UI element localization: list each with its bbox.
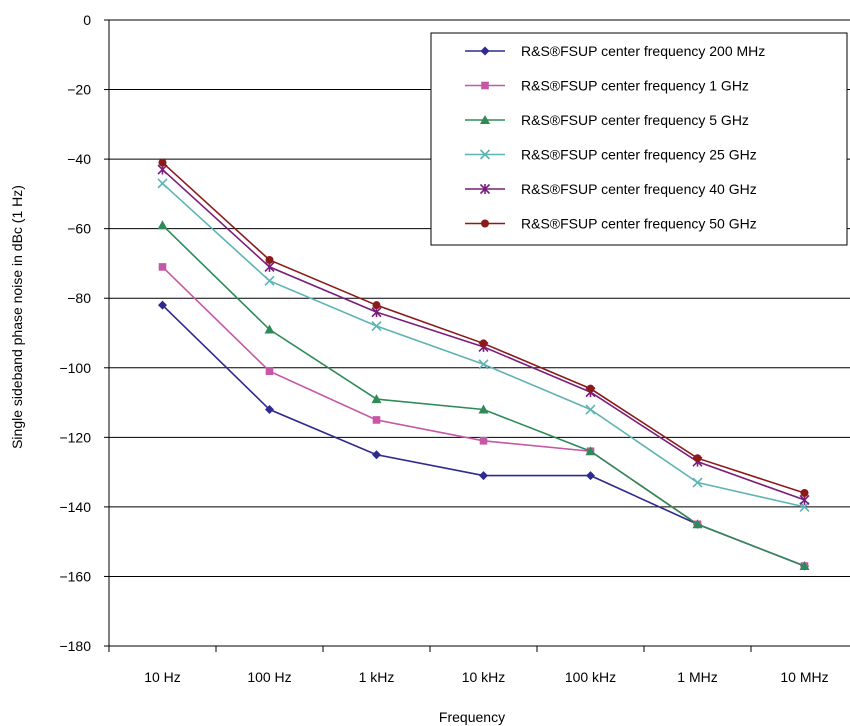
- data-point-marker: [265, 255, 274, 264]
- data-point-marker: [693, 454, 702, 463]
- legend-label: R&S®FSUP center frequency 200 MHz: [521, 43, 765, 59]
- y-tick-label: −60: [67, 221, 91, 237]
- y-tick-label: 0: [83, 12, 91, 28]
- series-path: [161, 266, 805, 567]
- x-tick-label: 1 kHz: [359, 669, 395, 685]
- x-tick-labels: 10 Hz 100 Hz 1 kHz 10 kHz 100 kHz 1 MHz 10 MHz: [144, 669, 828, 685]
- series-line: [157, 220, 810, 571]
- data-point-marker: [479, 339, 488, 348]
- data-point-marker: [372, 301, 381, 310]
- data-point-marker: [265, 367, 274, 376]
- data-point-marker: [586, 471, 595, 481]
- data-point-marker: [480, 46, 490, 56]
- data-point-marker: [158, 263, 167, 271]
- y-tick-labels: 0 −20 −40 −60 −80 −100 −120 −140 −160 −180: [59, 12, 91, 654]
- data-point-marker: [158, 158, 167, 167]
- legend-entry: R&S®FSUP center frequency 1 GHz: [465, 78, 749, 94]
- y-tick-label: −120: [59, 429, 91, 445]
- legend-entry: R&S®FSUP center frequency 200 MHz: [465, 43, 765, 59]
- y-tick-label: −160: [59, 568, 91, 584]
- legend-label: R&S®FSUP center frequency 50 GHz: [521, 216, 757, 232]
- data-point-marker: [264, 324, 275, 334]
- data-point-marker: [481, 219, 489, 228]
- data-point-marker: [800, 488, 809, 497]
- data-point-marker: [157, 178, 168, 189]
- legend-box: [430, 32, 848, 246]
- data-point-marker: [692, 477, 703, 488]
- y-axis-title: Single sideband phase noise in dBc (1 Hz…: [9, 185, 25, 449]
- data-point-marker: [480, 115, 490, 124]
- data-point-marker: [481, 81, 489, 90]
- y-tick-label: −40: [67, 151, 91, 167]
- data-point-marker: [585, 404, 596, 415]
- x-tick-label: 1 MHz: [677, 669, 717, 685]
- series-lines: [157, 158, 810, 571]
- data-point-marker: [692, 519, 703, 529]
- y-tick-label: −20: [67, 82, 91, 98]
- legend-label: R&S®FSUP center frequency 5 GHz: [521, 112, 749, 128]
- series-path: [161, 224, 805, 567]
- y-tick-label: −140: [59, 499, 91, 515]
- data-point-marker: [157, 220, 168, 230]
- data-point-marker: [585, 446, 596, 456]
- data-point-marker: [479, 149, 491, 160]
- legend-label: R&S®FSUP center frequency 25 GHz: [521, 147, 757, 163]
- x-tick-label: 10 kHz: [462, 669, 506, 685]
- data-point-marker: [372, 416, 381, 424]
- x-axis-title: Frequency: [439, 709, 505, 725]
- data-point-marker: [265, 405, 274, 415]
- legend-label: R&S®FSUP center frequency 40 GHz: [521, 181, 757, 197]
- legend-entry: R&S®FSUP center frequency 5 GHz: [465, 112, 749, 128]
- series-line: [158, 158, 809, 497]
- legend-label: R&S®FSUP center frequency 1 GHz: [521, 78, 749, 94]
- x-tick-label: 100 Hz: [247, 669, 291, 685]
- data-point-marker: [799, 561, 810, 571]
- series-line: [157, 178, 810, 512]
- legend: R&S®FSUP center frequency 200 MHz R&S®FSU…: [430, 32, 848, 246]
- axes: [104, 19, 850, 652]
- data-point-marker: [371, 394, 382, 404]
- x-tick-label: 10 Hz: [144, 669, 181, 685]
- series-line: [158, 263, 809, 570]
- data-point-marker: [264, 275, 275, 286]
- legend-entry: R&S®FSUP center frequency 50 GHz: [465, 216, 757, 232]
- y-tick-label: −180: [59, 638, 91, 654]
- data-point-marker: [478, 404, 489, 414]
- data-point-marker: [479, 471, 488, 481]
- data-point-marker: [478, 359, 489, 370]
- legend-entry: R&S®FSUP center frequency 40 GHz: [465, 181, 757, 197]
- y-tick-label: −100: [59, 360, 91, 376]
- x-tick-label: 100 kHz: [565, 669, 616, 685]
- data-point-marker: [479, 437, 488, 445]
- y-tick-label: −80: [67, 290, 91, 306]
- data-point-marker: [479, 183, 491, 195]
- data-point-marker: [158, 300, 167, 310]
- legend-entry: R&S®FSUP center frequency 25 GHz: [465, 147, 757, 163]
- data-point-marker: [372, 450, 381, 460]
- x-tick-label: 10 MHz: [780, 669, 828, 685]
- data-point-marker: [371, 320, 382, 332]
- data-point-marker: [586, 384, 595, 393]
